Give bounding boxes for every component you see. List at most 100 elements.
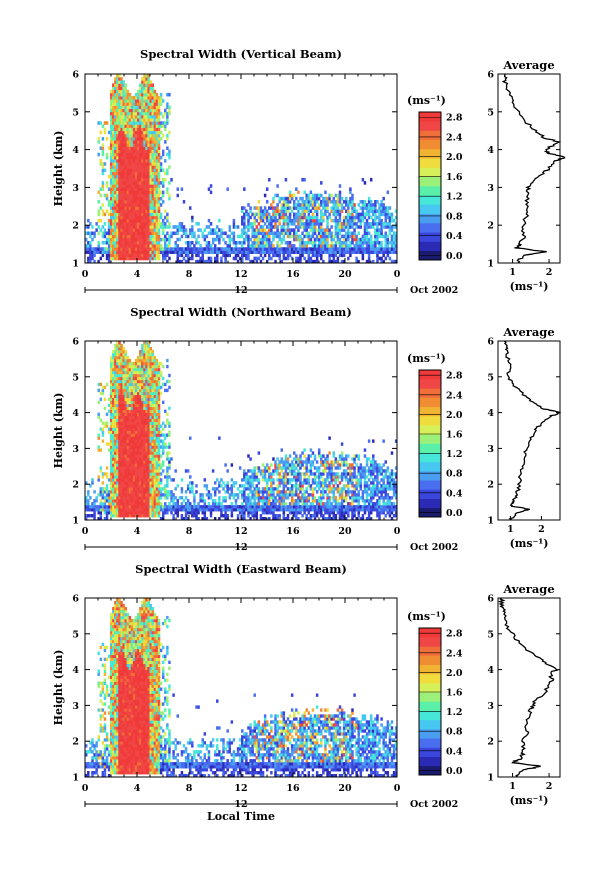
heatmap-cell: [157, 209, 161, 213]
heatmap-cell: [126, 367, 130, 372]
heatmap-cell: [382, 225, 385, 229]
heatmap-cell: [120, 127, 123, 132]
heatmap-cell: [147, 102, 150, 106]
heatmap-cell: [137, 415, 140, 419]
heatmap-cell: [116, 373, 119, 378]
heatmap-cell: [114, 96, 117, 100]
heatmap-cell: [134, 181, 138, 185]
heatmap-cell: [386, 206, 390, 210]
heatmap-cell: [122, 209, 125, 213]
heatmap-cell: [218, 436, 221, 440]
heatmap-cell: [226, 490, 229, 494]
heatmap-cell: [168, 149, 171, 154]
heatmap-cell: [322, 212, 325, 217]
heatmap-cell: [103, 505, 107, 509]
heatmap-cell: [122, 162, 125, 166]
heatmap-cell: [130, 490, 134, 494]
heatmap-cell: [105, 155, 109, 160]
heatmap-cell: [114, 86, 117, 91]
heatmap-cell: [143, 181, 146, 185]
heatmap-cell: [236, 508, 240, 512]
heatmap-cell: [122, 96, 125, 100]
heatmap-cell: [124, 196, 127, 201]
heatmap-cell: [317, 253, 321, 258]
heatmap-cell: [126, 472, 130, 476]
heatmap-cell: [149, 92, 152, 97]
heatmap-cell: [120, 478, 123, 482]
heatmap-cell: [155, 111, 159, 116]
heatmap-cell: [101, 481, 105, 485]
heatmap-cell: [241, 502, 244, 506]
heatmap-cell: [222, 487, 225, 491]
heatmap-cell: [290, 234, 294, 239]
heatmap-cell: [236, 253, 240, 258]
heatmap-cell: [124, 206, 127, 210]
heatmap-cell: [118, 382, 121, 387]
heatmap-cell: [85, 244, 88, 248]
heatmap-cell: [322, 228, 325, 232]
heatmap-cell: [326, 222, 329, 226]
heatmap-cell: [268, 244, 271, 248]
heatmap-cell: [149, 240, 152, 245]
heatmap-cell: [282, 225, 286, 229]
heatmap-cell: [369, 209, 373, 213]
heatmap-cell: [293, 250, 296, 254]
heatmap-cell: [114, 505, 117, 509]
heatmap-cell: [141, 490, 144, 494]
colorbar-tick-label: 0.4: [446, 231, 463, 242]
heatmap-cell: [109, 493, 113, 497]
heatmap-cell: [216, 256, 219, 261]
heatmap-cell: [112, 225, 115, 229]
heatmap-cell: [257, 237, 261, 242]
heatmap-cell: [284, 250, 288, 254]
heatmap-cell: [137, 493, 140, 497]
heatmap-cell: [159, 472, 163, 476]
heatmap-cell: [116, 143, 119, 147]
heatmap-cell: [145, 349, 148, 354]
heatmap-cell: [351, 206, 354, 210]
heatmap-cell: [311, 240, 315, 245]
heatmap-cell: [112, 118, 115, 122]
heatmap-cell: [338, 225, 342, 229]
heatmap-cell: [157, 187, 161, 191]
heatmap-cell: [141, 149, 144, 154]
heatmap-cell: [134, 442, 138, 446]
heatmap-cell: [139, 184, 142, 188]
heatmap-cell: [118, 364, 121, 369]
heatmap-cell: [122, 240, 125, 245]
heatmap-cell: [157, 430, 161, 434]
heatmap-cell: [101, 209, 105, 213]
heatmap-cell: [166, 451, 169, 455]
heatmap-cell: [130, 152, 134, 157]
heatmap-cell: [128, 127, 132, 132]
heatmap-cell: [351, 237, 354, 242]
heatmap-cell: [295, 215, 298, 220]
heatmap-cell: [132, 445, 136, 449]
heatmap-cell: [199, 493, 202, 497]
heatmap-cell: [317, 218, 321, 223]
heatmap-cell: [311, 228, 315, 232]
heatmap-cell: [134, 190, 138, 195]
heatmap-cell: [351, 200, 354, 204]
heatmap-cell: [351, 234, 354, 239]
heatmap-cell: [134, 206, 138, 210]
heatmap-cell: [109, 385, 113, 390]
heatmap-cell: [155, 124, 159, 128]
heatmap-cell: [149, 355, 152, 360]
heatmap-cell: [367, 222, 371, 226]
heatmap-cell: [249, 209, 252, 213]
heatmap-cell: [355, 209, 358, 213]
heatmap-cell: [157, 127, 161, 132]
heatmap-cell: [109, 137, 113, 141]
heatmap-cell: [186, 259, 190, 264]
heatmap-cell: [118, 231, 121, 236]
heatmap-cell: [126, 493, 130, 497]
heatmap-cell: [132, 412, 136, 416]
heatmap-cell: [116, 181, 119, 185]
heatmap-cell: [101, 493, 105, 497]
heatmap-cell: [130, 105, 134, 110]
heatmap-cell: [122, 203, 125, 207]
heatmap-cell: [147, 146, 150, 150]
heatmap-cell: [130, 373, 134, 378]
heatmap-cell: [243, 225, 246, 229]
